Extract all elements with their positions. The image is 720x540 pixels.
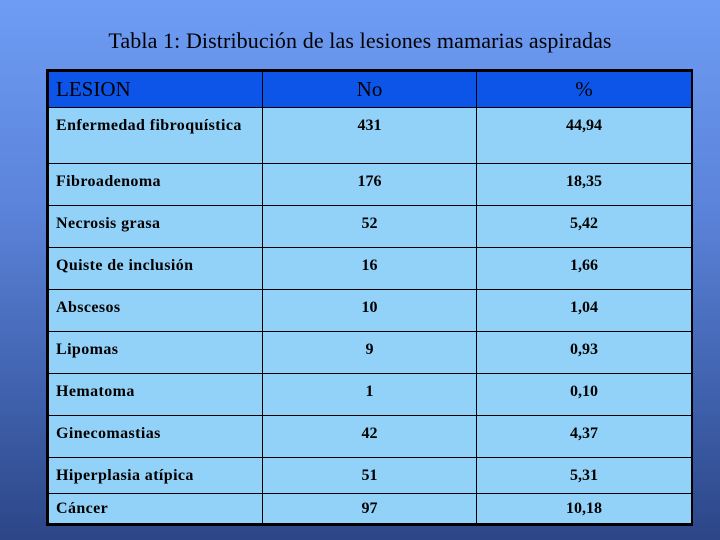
cell-percent: 1,66 [476, 247, 692, 290]
cell-no: 9 [262, 331, 477, 374]
table-title: Tabla 1: Distribución de las lesiones ma… [108, 28, 612, 53]
cell-lesion: Lipomas [48, 331, 263, 374]
table-header-row: LESION No % [48, 71, 692, 108]
cell-percent: 44,94 [476, 107, 692, 164]
cell-lesion: Fibroadenoma [48, 163, 263, 206]
table-row: Enfermedad fibroquística 431 44,94 [48, 107, 692, 164]
cell-lesion: Enfermedad fibroquística [48, 107, 263, 164]
cell-no: 176 [262, 163, 477, 206]
cell-no: 431 [262, 107, 477, 164]
cell-lesion: Hematoma [48, 373, 263, 416]
table-row: Lipomas 9 0,93 [48, 331, 692, 374]
table-row: Hiperplasia atípica 51 5,31 [48, 457, 692, 494]
cell-lesion: Necrosis grasa [48, 205, 263, 248]
cell-lesion: Abscesos [48, 289, 263, 332]
table-row: Cáncer 97 10,18 [48, 493, 692, 524]
cell-no: 1 [262, 373, 477, 416]
table-row: Quiste de inclusión 16 1,66 [48, 247, 692, 290]
header-lesion: LESION [48, 71, 263, 108]
cell-no: 97 [262, 493, 477, 524]
cell-percent: 5,42 [476, 205, 692, 248]
header-no: No [262, 71, 477, 108]
cell-no: 42 [262, 415, 477, 458]
cell-percent: 10,18 [476, 493, 692, 524]
cell-percent: 4,37 [476, 415, 692, 458]
cell-percent: 18,35 [476, 163, 692, 206]
header-percent: % [476, 71, 692, 108]
table-row: Abscesos 10 1,04 [48, 289, 692, 332]
table-row: Hematoma 1 0,10 [48, 373, 692, 416]
cell-lesion: Cáncer [48, 493, 263, 524]
cell-no: 10 [262, 289, 477, 332]
cell-no: 16 [262, 247, 477, 290]
lesions-table: LESION No % Enfermedad fibroquística 431… [48, 71, 692, 524]
cell-no: 51 [262, 457, 477, 494]
cell-percent: 1,04 [476, 289, 692, 332]
cell-percent: 0,93 [476, 331, 692, 374]
cell-percent: 5,31 [476, 457, 692, 494]
table-row: Necrosis grasa 52 5,42 [48, 205, 692, 248]
cell-lesion: Ginecomastias [48, 415, 263, 458]
cell-lesion: Hiperplasia atípica [48, 457, 263, 494]
cell-no: 52 [262, 205, 477, 248]
cell-percent: 0,10 [476, 373, 692, 416]
table-row: Ginecomastias 42 4,37 [48, 415, 692, 458]
cell-lesion: Quiste de inclusión [48, 247, 263, 290]
table-row: Fibroadenoma 176 18,35 [48, 163, 692, 206]
